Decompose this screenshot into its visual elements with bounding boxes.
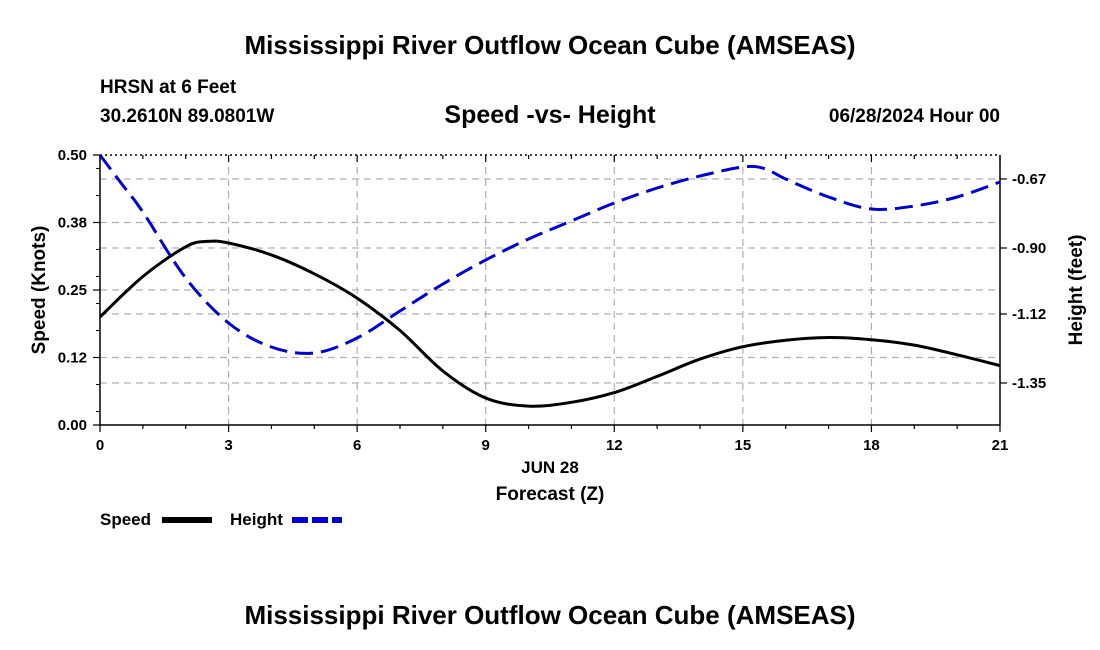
- x-tick-label: 3: [224, 437, 232, 454]
- series-line-height: [98, 154, 1001, 355]
- y-left-tick-label: 0.50: [58, 147, 87, 164]
- station-label: HRSN at 6 Feet: [100, 77, 237, 98]
- legend-label-speed: Speed: [100, 510, 151, 529]
- series-line-speed: [98, 239, 1001, 408]
- chart-title-bottom: Mississippi River Outflow Ocean Cube (AM…: [244, 600, 856, 630]
- chart-subtitle: Speed -vs- Height: [444, 101, 656, 129]
- y-left-tick-label: 0.38: [58, 215, 87, 232]
- x-tick-label: 9: [482, 437, 490, 454]
- legend-label-height: Height: [230, 510, 283, 529]
- x-tick-label: 0: [96, 437, 104, 454]
- y-right-tick-label: -1.12: [1012, 306, 1046, 323]
- y-right-axis-title: Height (feet): [1066, 235, 1087, 346]
- x-tick-label: 12: [606, 437, 623, 454]
- y-left-tick-label: 0.25: [58, 282, 87, 299]
- x-tick-label: 15: [735, 437, 752, 454]
- chart-title-top: Mississippi River Outflow Ocean Cube (AM…: [244, 30, 856, 60]
- x-axis-title: Forecast (Z): [496, 484, 605, 505]
- y-right-tick-label: -0.67: [1012, 171, 1046, 188]
- x-axis-date-label: JUN 28: [521, 458, 579, 477]
- y-right-tick-label: -1.35: [1012, 375, 1046, 392]
- x-tick-label: 21: [992, 437, 1009, 454]
- y-left-axis-title: Speed (Knots): [29, 226, 50, 355]
- x-tick-label: 6: [353, 437, 361, 454]
- y-left-tick-label: 0.00: [58, 417, 87, 434]
- y-left-tick-label: 0.12: [58, 350, 87, 367]
- coordinates-label: 30.2610N 89.0801W: [100, 106, 275, 127]
- datetime-label: 06/28/2024 Hour 00: [828, 106, 1000, 127]
- x-tick-label: 18: [863, 437, 880, 454]
- y-right-tick-label: -0.90: [1012, 240, 1046, 257]
